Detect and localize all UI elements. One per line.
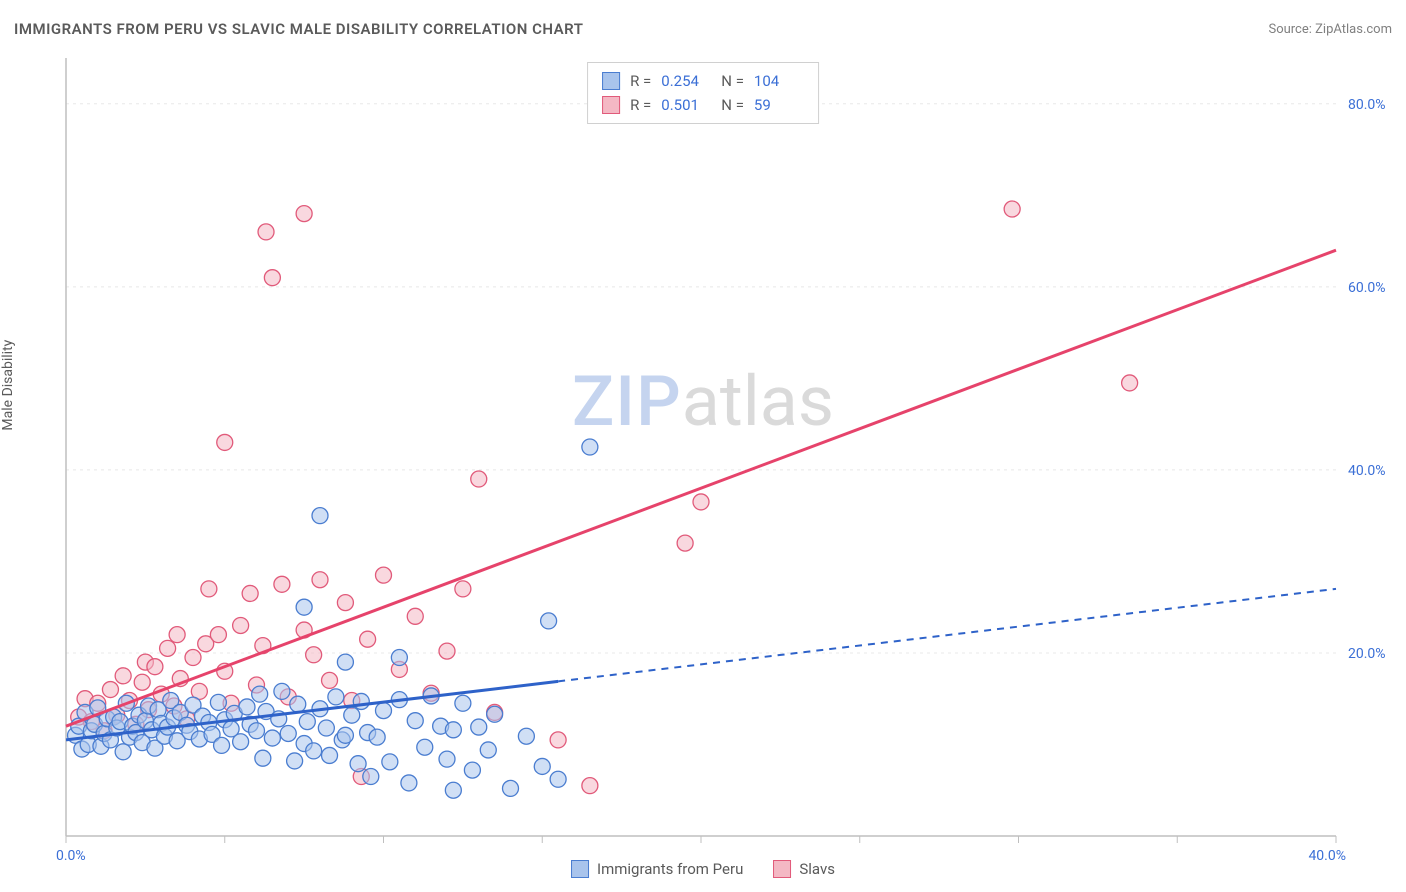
chart-title: IMMIGRANTS FROM PERU VS SLAVIC MALE DISA… (14, 20, 583, 38)
n-value-series2: 59 (754, 93, 804, 117)
svg-text:80.0%: 80.0% (1348, 97, 1386, 113)
legend: Immigrants from Peru Slavs (571, 860, 835, 878)
source-link[interactable]: ZipAtlas.com (1315, 22, 1392, 37)
n-label: N = (721, 93, 744, 117)
svg-text:60.0%: 60.0% (1348, 280, 1386, 296)
r-value-series1: 0.254 (661, 69, 711, 93)
stats-row-series2: R = 0.501 N = 59 (602, 93, 804, 117)
source-attribution: Source: ZipAtlas.com (1268, 22, 1392, 37)
swatch-series1 (602, 72, 620, 90)
r-label: R = (630, 93, 651, 117)
r-value-series2: 0.501 (661, 93, 711, 117)
correlation-stats-box: R = 0.254 N = 104 R = 0.501 N = 59 (587, 62, 819, 124)
legend-item-series1: Immigrants from Peru (571, 860, 743, 878)
legend-label-series2: Slavs (799, 860, 835, 878)
y-axis-label: Male Disability (0, 340, 16, 431)
legend-swatch-series1 (571, 860, 589, 878)
chart-container: Male Disability 20.0%40.0%60.0%80.0%0.0%… (14, 58, 1392, 878)
legend-item-series2: Slavs (773, 860, 835, 878)
scatter-chart: 20.0% 40.0% 60.0% 80.0% 0.0% 40.0% (14, 58, 1392, 878)
legend-label-series1: Immigrants from Peru (597, 860, 743, 878)
n-label: N = (721, 69, 744, 93)
r-label: R = (630, 69, 651, 93)
swatch-series2 (602, 96, 620, 114)
svg-text:40.0%: 40.0% (1308, 848, 1346, 864)
n-value-series1: 104 (754, 69, 804, 93)
svg-text:0.0%: 0.0% (56, 848, 86, 864)
legend-swatch-series2 (773, 860, 791, 878)
stats-row-series1: R = 0.254 N = 104 (602, 69, 804, 93)
source-prefix: Source: (1268, 22, 1315, 37)
svg-text:40.0%: 40.0% (1348, 463, 1386, 479)
svg-text:20.0%: 20.0% (1348, 646, 1386, 662)
